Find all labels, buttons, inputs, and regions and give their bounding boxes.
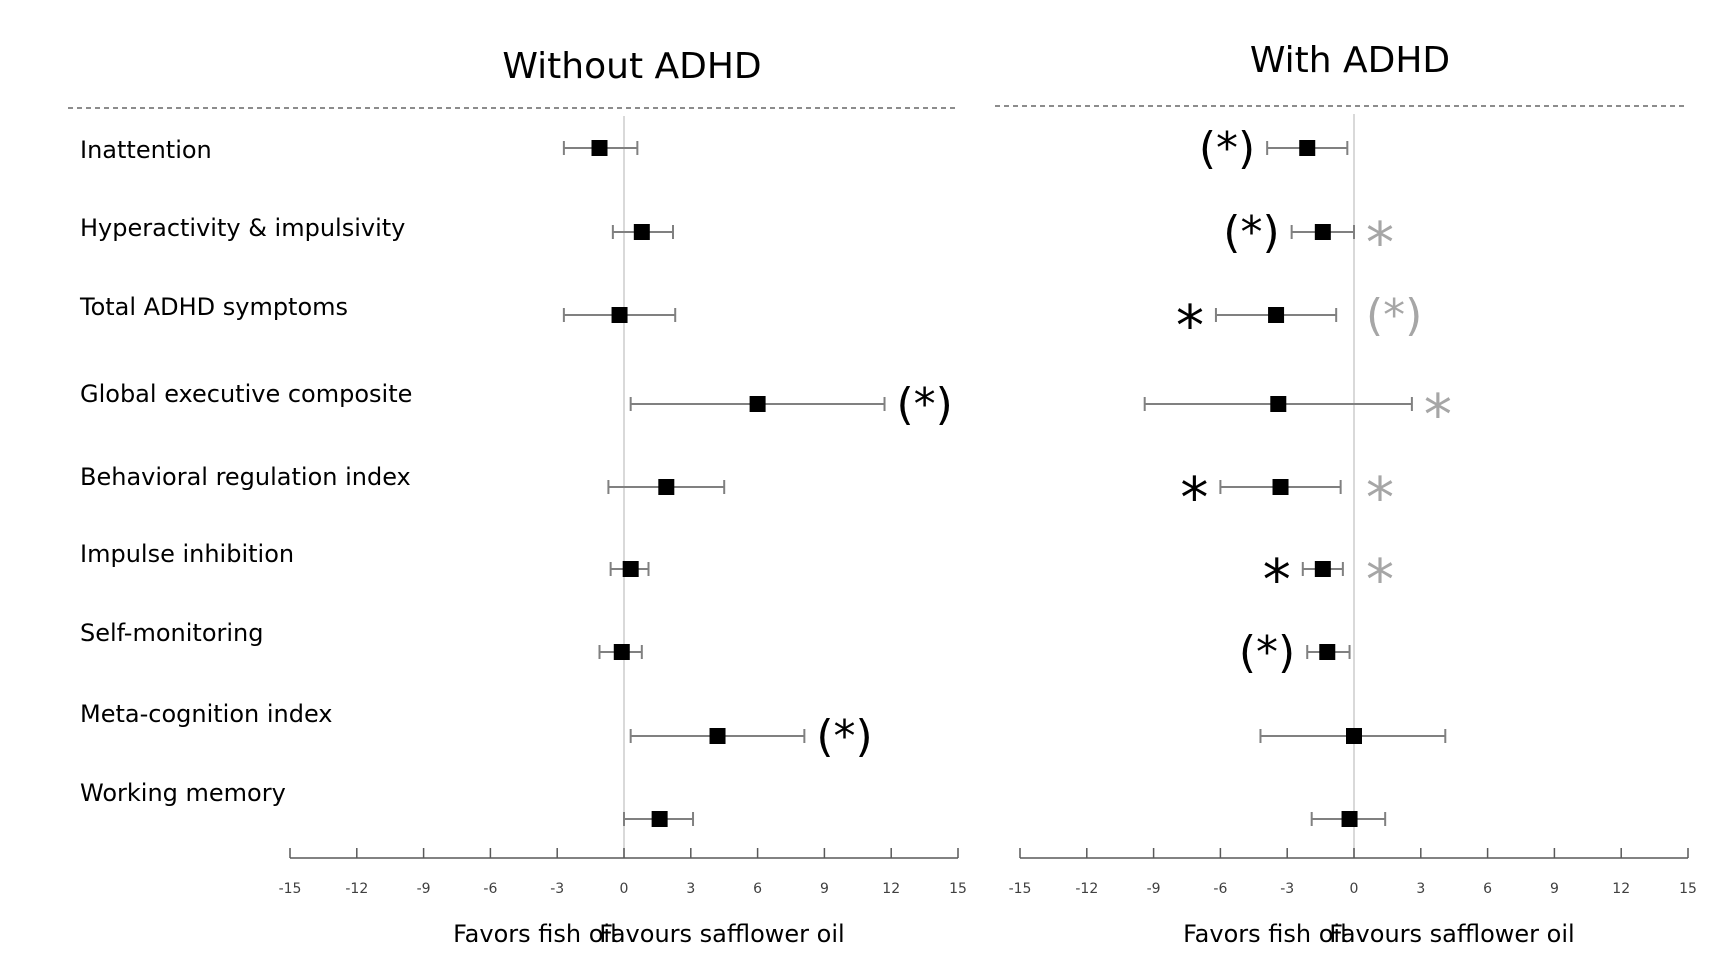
without-adhd-favors-left-label: Favors fish oil bbox=[453, 920, 617, 948]
with-adhd-x-tick-label: 12 bbox=[1612, 881, 1630, 897]
with-adhd-point-estimate bbox=[1314, 561, 1331, 577]
without-adhd-x-tick-label: 6 bbox=[753, 881, 762, 897]
with-adhd-x-tick-label: -12 bbox=[1075, 881, 1098, 897]
with-adhd-significance-mark-left: (*) bbox=[1239, 627, 1295, 678]
outcome-label: Global executive composite bbox=[80, 380, 412, 408]
without-adhd-point-estimate bbox=[658, 479, 675, 495]
with-adhd-significance-mark-right: (*) bbox=[1366, 290, 1422, 341]
without-adhd-x-tick-label: 9 bbox=[820, 881, 829, 897]
without-adhd-significance-mark-right: (*) bbox=[897, 379, 953, 430]
with-adhd-favors-left-label: Favors fish oil bbox=[1183, 920, 1347, 948]
with-adhd-point-estimate bbox=[1270, 396, 1287, 412]
with-adhd-favors-right-label: Favours safflower oil bbox=[1329, 920, 1574, 948]
outcome-label: Behavioral regulation index bbox=[80, 463, 411, 491]
without-adhd-point-estimate bbox=[709, 728, 726, 744]
outcome-label: Hyperactivity & impulsivity bbox=[80, 214, 405, 242]
with-adhd-panel-title: With ADHD bbox=[1250, 40, 1450, 81]
with-adhd-x-tick-label: -9 bbox=[1147, 881, 1161, 897]
without-adhd-point-estimate bbox=[611, 307, 628, 323]
without-adhd-favors-right-label: Favours safflower oil bbox=[599, 920, 844, 948]
with-adhd-significance-mark-right: * bbox=[1366, 548, 1394, 613]
without-adhd-x-tick-label: 3 bbox=[686, 881, 695, 897]
without-adhd-point-estimate bbox=[591, 140, 608, 156]
with-adhd-significance-mark-right: * bbox=[1366, 211, 1394, 276]
with-adhd-significance-mark-left: * bbox=[1176, 294, 1204, 359]
outcome-label: Inattention bbox=[80, 136, 212, 164]
with-adhd-significance-mark-left: (*) bbox=[1199, 123, 1255, 174]
without-adhd-x-tick-label: 12 bbox=[882, 881, 900, 897]
with-adhd-point-estimate bbox=[1346, 728, 1362, 744]
without-adhd-x-tick-label: -15 bbox=[279, 881, 302, 897]
with-adhd-x-tick-label: 6 bbox=[1483, 881, 1492, 897]
with-adhd-point-estimate bbox=[1299, 140, 1316, 156]
with-adhd-point-estimate bbox=[1319, 644, 1336, 660]
with-adhd-significance-mark-left: (*) bbox=[1223, 207, 1279, 258]
with-adhd-x-tick-label: 0 bbox=[1350, 881, 1359, 897]
outcome-label: Working memory bbox=[80, 779, 286, 807]
with-adhd-point-estimate bbox=[1272, 479, 1289, 495]
without-adhd-panel-title: Without ADHD bbox=[502, 46, 761, 87]
without-adhd-x-tick-label: -6 bbox=[483, 881, 497, 897]
without-adhd-x-tick-label: -3 bbox=[550, 881, 564, 897]
with-adhd-x-tick-label: 9 bbox=[1550, 881, 1559, 897]
with-adhd-x-tick-label: 3 bbox=[1416, 881, 1425, 897]
outcome-label: Impulse inhibition bbox=[80, 540, 294, 568]
with-adhd-x-tick-label: -6 bbox=[1213, 881, 1227, 897]
without-adhd-point-estimate bbox=[749, 396, 766, 412]
without-adhd-point-estimate bbox=[622, 561, 639, 577]
with-adhd-point-estimate bbox=[1314, 224, 1331, 240]
outcome-label: Total ADHD symptoms bbox=[79, 293, 348, 321]
with-adhd-x-tick-label: -15 bbox=[1009, 881, 1032, 897]
without-adhd-point-estimate bbox=[613, 644, 630, 660]
without-adhd-x-tick-label: -9 bbox=[417, 881, 431, 897]
without-adhd-significance-mark-right: (*) bbox=[816, 711, 872, 762]
with-adhd-significance-mark-left: * bbox=[1263, 548, 1291, 613]
outcome-label: Self-monitoring bbox=[80, 619, 263, 647]
with-adhd-x-tick-label: 15 bbox=[1679, 881, 1697, 897]
with-adhd-significance-mark-right: * bbox=[1366, 466, 1394, 531]
without-adhd-x-tick-label: -12 bbox=[345, 881, 368, 897]
with-adhd-x-tick-label: -3 bbox=[1280, 881, 1294, 897]
with-adhd-significance-mark-right: * bbox=[1424, 383, 1452, 448]
without-adhd-point-estimate bbox=[633, 224, 650, 240]
without-adhd-x-tick-label: 15 bbox=[949, 881, 967, 897]
with-adhd-significance-mark-left: * bbox=[1180, 466, 1208, 531]
with-adhd-point-estimate bbox=[1341, 811, 1358, 827]
outcome-label: Meta-cognition index bbox=[80, 700, 333, 728]
with-adhd-point-estimate bbox=[1268, 307, 1285, 323]
without-adhd-x-tick-label: 0 bbox=[620, 881, 629, 897]
without-adhd-point-estimate bbox=[651, 811, 668, 827]
